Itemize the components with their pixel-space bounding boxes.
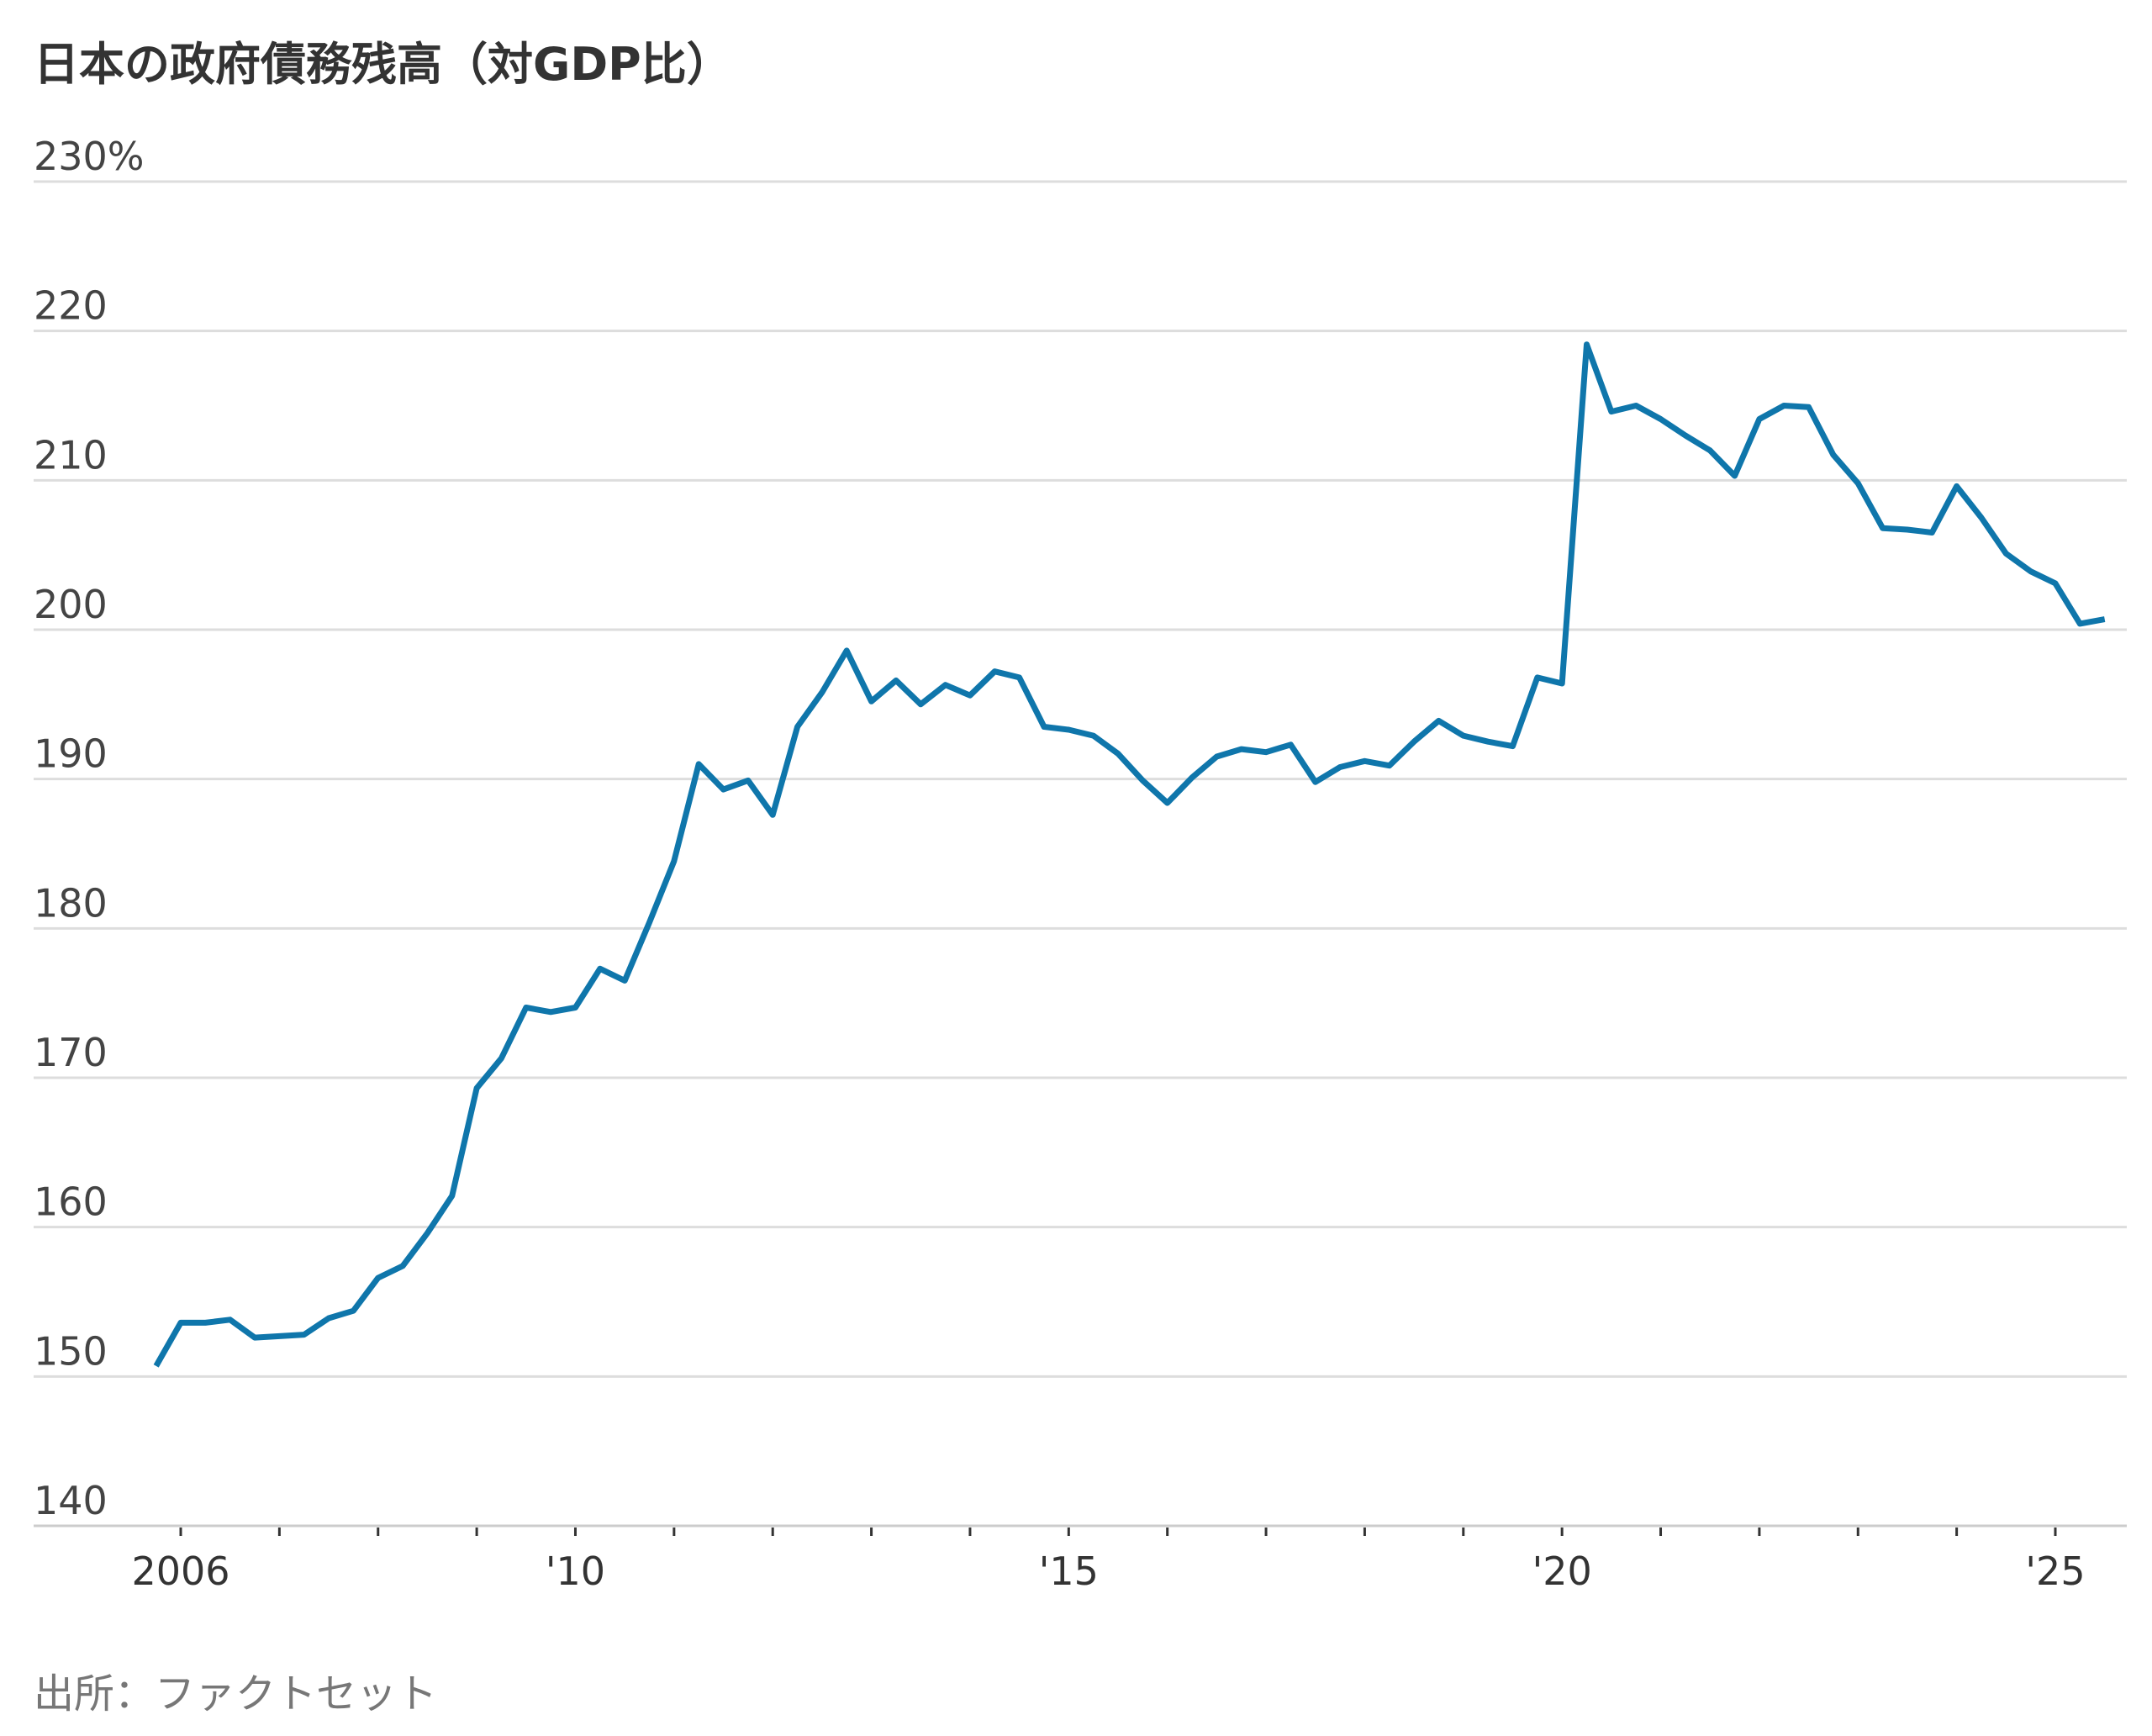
y-tick-label: 180 [34,880,108,926]
x-tick-label: '25 [2025,1549,2085,1594]
x-tick-label: 2006 [131,1549,229,1594]
y-tick-label: 220 [34,283,108,329]
y-tick-label: 190 [34,731,108,777]
gridlines [34,180,2127,1528]
chart-title: 日本の政府債務残高（対GDP比） [34,38,732,91]
y-tick-label: 140 [34,1478,108,1523]
y-tick-label: 230% [34,134,145,179]
x-tick-label: '20 [1532,1549,1592,1594]
x-axis: 2006 '10 '15 '20 '25 [131,1528,2086,1594]
series-layer [153,341,2106,1368]
y-tick-label: 160 [34,1179,108,1225]
y-tick-label: 210 [34,432,108,478]
x-tick-label: '10 [546,1549,605,1594]
x-tick-label: '15 [1039,1549,1099,1594]
y-tick-label: 170 [34,1030,108,1075]
source-note: 出所：ファクトセット [34,1670,438,1718]
y-axis-labels: 230% 220 210 200 190 180 170 160 150 140 [34,134,145,1523]
series-line [153,341,2106,1368]
y-tick-label: 200 [34,582,108,627]
y-tick-label: 150 [34,1328,108,1374]
